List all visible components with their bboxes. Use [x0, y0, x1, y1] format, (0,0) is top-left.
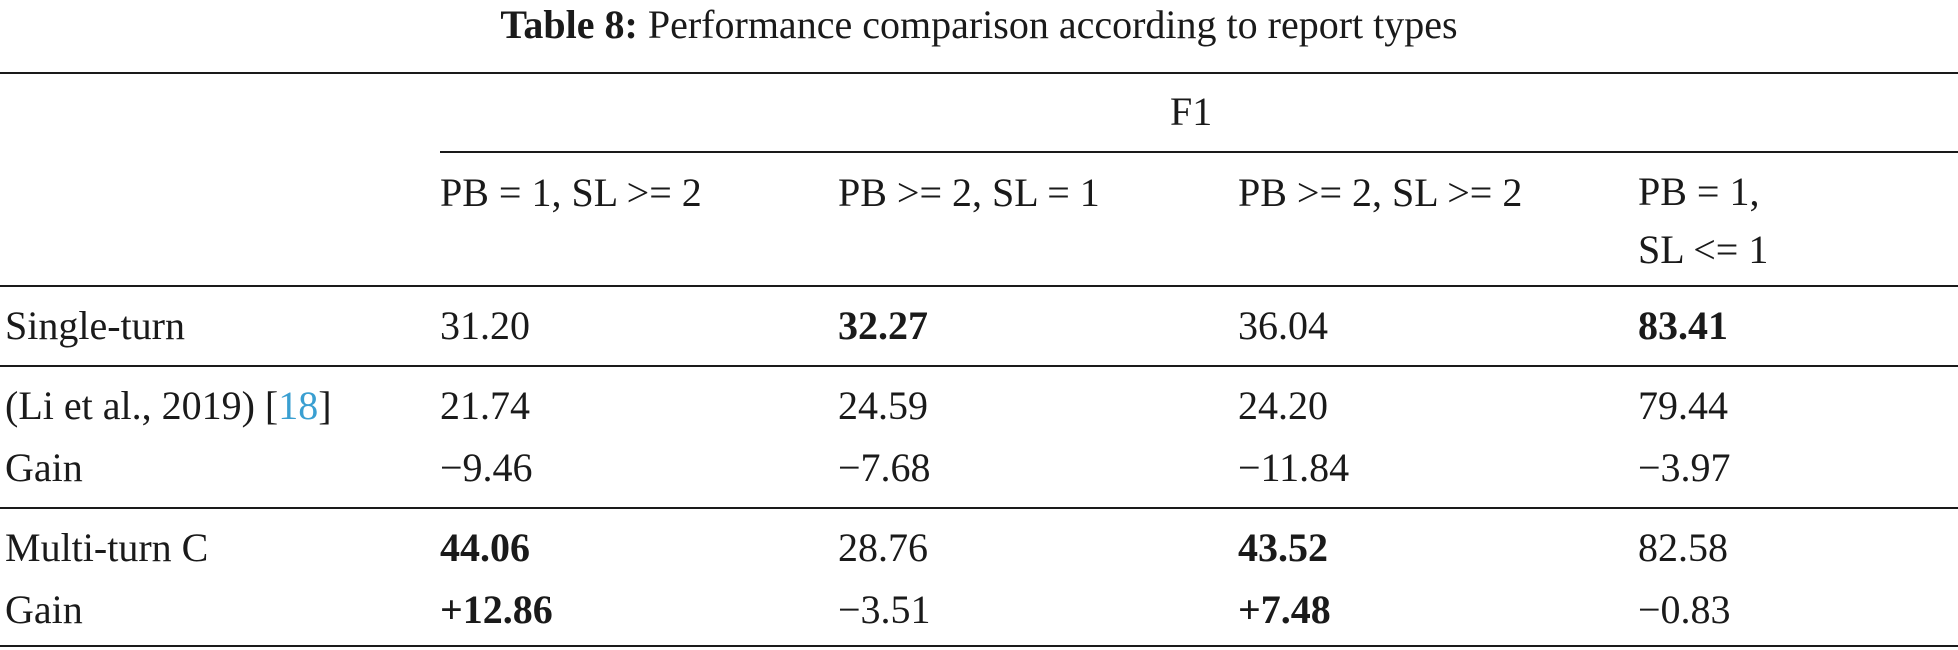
table-cell: 44.06 — [440, 525, 530, 570]
table-cell: −3.51 — [838, 587, 931, 632]
column-header-2: PB >= 2, SL = 1 — [838, 170, 1100, 215]
row-label-li-et-al: (Li et al., 2019) [18] — [5, 383, 332, 428]
top-rule — [0, 72, 1958, 74]
row-label-gain: Gain — [5, 587, 83, 632]
header-rule — [0, 285, 1958, 287]
table-cell: −9.46 — [440, 445, 533, 490]
table-cell: 24.59 — [838, 383, 928, 428]
table-cell: −3.97 — [1638, 445, 1731, 490]
column-header-4: PB = 1, SL <= 1 — [1638, 163, 1768, 279]
table-caption: Table 8: Performance comparison accordin… — [0, 0, 1958, 50]
column-header-4-line1: PB = 1, — [1638, 169, 1760, 214]
table-cell: 82.58 — [1638, 525, 1728, 570]
citation-link[interactable]: 18 — [278, 383, 319, 428]
table-cell: 79.44 — [1638, 383, 1728, 428]
table-cell: 32.27 — [838, 303, 928, 348]
group-header-rule — [440, 151, 1958, 153]
table-cell: 28.76 — [838, 525, 928, 570]
row-rule — [0, 507, 1958, 509]
table-cell: −11.84 — [1238, 445, 1350, 490]
table-cell: +7.48 — [1238, 587, 1331, 632]
table-cell: 43.52 — [1238, 525, 1328, 570]
row-rule — [0, 365, 1958, 367]
table-number: Table 8: — [500, 2, 638, 47]
table-cell: 31.20 — [440, 303, 530, 348]
caption-text: Performance comparison according to repo… — [647, 2, 1458, 47]
row-label-single-turn: Single-turn — [5, 303, 185, 348]
column-header-3: PB >= 2, SL >= 2 — [1238, 170, 1523, 215]
table-cell: −0.83 — [1638, 587, 1731, 632]
table-cell: −7.68 — [838, 445, 931, 490]
column-header-4-line2: SL <= 1 — [1638, 227, 1769, 272]
table-cell: 36.04 — [1238, 303, 1328, 348]
bottom-rule — [0, 645, 1958, 647]
table-cell: 83.41 — [1638, 303, 1728, 348]
table-cell: 24.20 — [1238, 383, 1328, 428]
column-header-1: PB = 1, SL >= 2 — [440, 170, 702, 215]
row-label-multi-turn-c: Multi-turn C — [5, 525, 209, 570]
row-label-gain: Gain — [5, 445, 83, 490]
group-header-f1: F1 — [1170, 89, 1213, 134]
table-cell: 21.74 — [440, 383, 530, 428]
table-cell: +12.86 — [440, 587, 553, 632]
